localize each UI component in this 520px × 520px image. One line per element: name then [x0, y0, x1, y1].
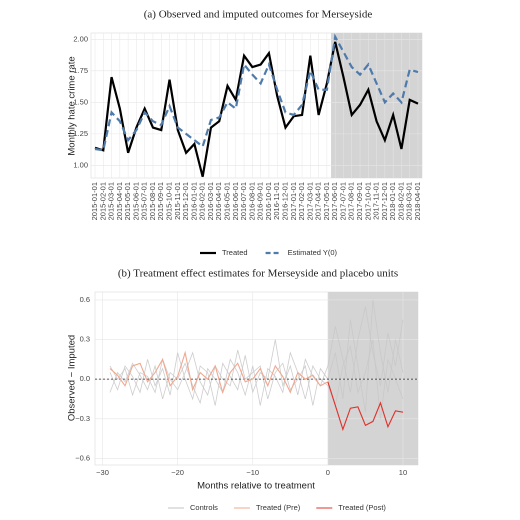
- x-tick-label: −10: [246, 468, 259, 477]
- x-tick-label: 2017-05-01: [322, 182, 331, 220]
- y-axis-label: Observed − Imputed: [67, 335, 78, 421]
- x-axis-label: Months relative to treatment: [197, 481, 315, 492]
- y-tick-label: 2.00: [73, 34, 88, 43]
- x-tick-label: 2016-02-01: [198, 182, 207, 220]
- x-tick-label: 2015-11-01: [173, 182, 182, 220]
- x-tick-label: 2016-10-01: [264, 182, 273, 220]
- x-tick-label: 2017-07-01: [338, 182, 347, 220]
- y-tick-label: −0.3: [75, 414, 90, 423]
- legend-label: Treated (Post): [338, 503, 386, 512]
- x-tick-label: 2015-02-01: [98, 182, 107, 220]
- x-tick-label: 2015-06-01: [131, 182, 140, 220]
- y-tick-label: 1.25: [73, 129, 88, 138]
- y-tick-label: −0.6: [75, 453, 90, 462]
- x-tick-label: 2017-06-01: [330, 182, 339, 220]
- y-axis-label: Monthly hate crime rate: [67, 56, 78, 155]
- control-line: [109, 299, 404, 413]
- x-tick-label: −30: [96, 468, 109, 477]
- x-tick-label: 2018-04-01: [413, 182, 422, 220]
- x-tick-label: 2017-01-01: [289, 182, 298, 220]
- x-tick-label: 2015-04-01: [115, 182, 124, 220]
- x-tick-label: 2017-12-01: [380, 182, 389, 220]
- legend-label: Estimated Y(0): [288, 248, 338, 257]
- x-tick-label: 2017-10-01: [363, 182, 372, 220]
- x-tick-label: 2016-08-01: [247, 182, 256, 220]
- x-tick-label: 2015-01-01: [90, 182, 99, 220]
- x-tick-label: 2016-05-01: [222, 182, 231, 220]
- x-tick-label: 2017-08-01: [347, 182, 356, 220]
- y-tick-label: 1.00: [73, 160, 88, 169]
- y-tick-label: 0.3: [80, 335, 90, 344]
- x-tick-label: 2018-02-01: [396, 182, 405, 220]
- series-line: [327, 381, 404, 432]
- x-tick-label: 2017-03-01: [305, 182, 314, 220]
- y-tick-label: 1.75: [73, 66, 88, 75]
- x-tick-label: 2018-03-01: [405, 182, 414, 220]
- x-tick-label: 2015-09-01: [156, 182, 165, 220]
- x-tick-label: 2016-01-01: [189, 182, 198, 220]
- y-tick-label: 1.50: [73, 97, 88, 106]
- chart-title: (b) Treatment effect estimates for Merse…: [118, 268, 398, 280]
- x-tick-label: 2016-03-01: [206, 182, 215, 220]
- x-tick-label: 2015-12-01: [181, 182, 190, 220]
- x-tick-label: 0: [326, 468, 330, 477]
- x-tick-label: 2017-11-01: [372, 182, 381, 220]
- x-tick-label: 2017-02-01: [297, 182, 306, 220]
- x-tick-label: 2016-11-01: [272, 182, 281, 220]
- y-tick-label: 0.0: [80, 374, 90, 383]
- x-tick-label: 2015-10-01: [165, 182, 174, 220]
- x-tick-label: 2015-08-01: [148, 182, 157, 220]
- x-tick-label: 2016-04-01: [214, 182, 223, 220]
- legend-label: Treated: [222, 248, 248, 257]
- legend-label: Controls: [190, 503, 218, 512]
- x-tick-label: 2015-05-01: [123, 182, 132, 220]
- x-tick-label: 2017-04-01: [314, 182, 323, 220]
- control-line: [109, 339, 404, 419]
- x-tick-label: 2017-09-01: [355, 182, 364, 220]
- legend-label: Treated (Pre): [256, 503, 301, 512]
- series-line: [109, 350, 329, 395]
- x-tick-label: 10: [399, 468, 407, 477]
- chart-title: (a) Observed and imputed outcomes for Me…: [144, 9, 373, 21]
- x-tick-label: 2016-12-01: [280, 182, 289, 220]
- x-tick-label: 2015-07-01: [140, 182, 149, 220]
- treatment-shade: [327, 292, 418, 465]
- x-tick-label: −20: [171, 468, 184, 477]
- series-line: [94, 41, 419, 178]
- x-tick-label: 2016-09-01: [256, 182, 265, 220]
- series-line: [94, 33, 419, 152]
- x-tick-label: 2016-07-01: [239, 182, 248, 220]
- x-tick-label: 2016-06-01: [231, 182, 240, 220]
- x-tick-label: 2015-03-01: [107, 182, 116, 220]
- x-tick-label: 2018-01-01: [388, 182, 397, 220]
- y-tick-label: 0.6: [80, 295, 90, 304]
